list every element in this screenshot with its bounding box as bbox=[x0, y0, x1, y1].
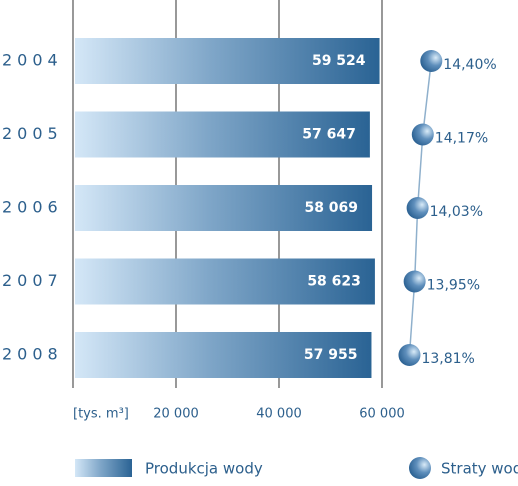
x-tick-label: 20 000 bbox=[153, 407, 199, 422]
data-label: 57 647 bbox=[302, 127, 356, 143]
y-tick-label: 2004 bbox=[2, 51, 63, 70]
legend-swatch bbox=[75, 459, 132, 477]
y-tick-label: 2005 bbox=[2, 124, 63, 143]
bar bbox=[75, 111, 370, 158]
y-tick-label: 2007 bbox=[2, 271, 63, 290]
marker bbox=[406, 197, 429, 219]
marker bbox=[411, 123, 434, 146]
x-tick-label: 60 000 bbox=[359, 407, 405, 422]
x-tick-label: [tys. m³] bbox=[73, 407, 129, 422]
data-label: 14,03% bbox=[430, 204, 483, 220]
data-label: 59 524 bbox=[312, 53, 366, 69]
data-label: 14,17% bbox=[435, 131, 488, 147]
bars bbox=[75, 38, 443, 378]
data-label: 58 069 bbox=[304, 200, 358, 216]
legend-swatch bbox=[409, 457, 431, 479]
y-tick-label: 2008 bbox=[2, 345, 63, 364]
legend-label: Produkcja wody bbox=[145, 460, 263, 478]
legend: Produkcja wody Straty wody bbox=[75, 457, 518, 479]
bar bbox=[75, 185, 373, 231]
marker bbox=[398, 344, 421, 366]
data-label: 57 955 bbox=[304, 347, 358, 363]
marker bbox=[420, 50, 443, 72]
bar bbox=[75, 38, 380, 84]
bar bbox=[75, 332, 372, 378]
x-tick-label: 40 000 bbox=[256, 407, 302, 422]
labels: [tys. m³] 20 000 40 000 60 000 2004 2005 2006 2… bbox=[2, 51, 497, 422]
y-tick-label: 2006 bbox=[2, 198, 63, 217]
legend-label: Straty wody bbox=[441, 460, 518, 478]
data-label: 14,40% bbox=[443, 57, 496, 73]
data-label: 13,81% bbox=[421, 351, 474, 367]
data-label: 58 623 bbox=[307, 274, 361, 290]
marker bbox=[403, 270, 426, 293]
data-label: 13,95% bbox=[427, 278, 480, 294]
bar bbox=[75, 258, 375, 305]
